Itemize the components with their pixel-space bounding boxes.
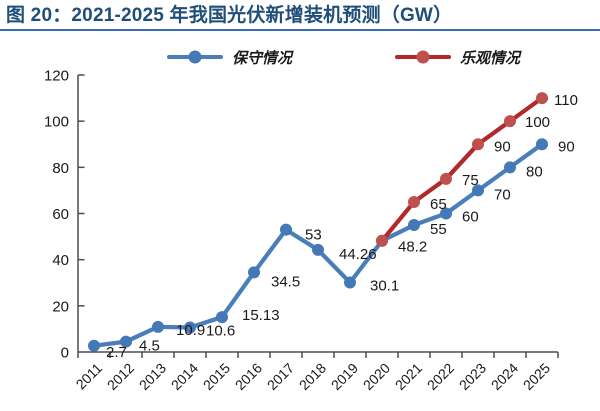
y-tick-label: 60 — [52, 206, 69, 223]
data-label-conservative: 90 — [558, 138, 575, 155]
data-point-optimistic — [504, 115, 516, 128]
figure-header: 图 20：2021-2025 年我国光伏新增装机预测（GW） — [0, 0, 600, 31]
x-tick-label: 2020 — [360, 360, 393, 393]
series-line-optimistic — [379, 95, 545, 243]
data-label-conservative: 53 — [305, 227, 322, 244]
data-point-conservative — [184, 321, 196, 334]
data-point-optimistic — [472, 138, 484, 151]
x-tick-label: 2012 — [104, 360, 137, 393]
data-point-conservative — [216, 311, 228, 324]
data-label-optimistic: 110 — [554, 92, 578, 109]
x-tick-label: 2018 — [296, 360, 329, 393]
chart-area: 0 20 40 60 80 100 120 2011 2012 2013 2014 2015 2016 2… — [0, 31, 600, 411]
x-tick-label: 2015 — [200, 360, 233, 393]
data-point-optimistic — [440, 172, 452, 185]
y-tick-label: 20 — [52, 298, 69, 315]
x-tick-label: 2017 — [264, 360, 297, 393]
data-label-conservative: 60 — [462, 209, 479, 226]
x-tick-label: 2024 — [488, 360, 521, 393]
data-label-optimistic: 75 — [462, 172, 479, 189]
x-tick-label: 2023 — [456, 360, 489, 393]
x-tick-label: 2021 — [392, 360, 425, 393]
line-chart-canvas: 0204060801001202011201220132014201520162… — [44, 68, 578, 394]
x-tick-label: 2019 — [328, 360, 361, 393]
data-label-conservative: 55 — [430, 221, 447, 238]
figure-title: 图 20：2021-2025 年我国光伏新增装机预测（GW） — [6, 5, 453, 26]
data-label-conservative: 2.7 — [106, 344, 127, 361]
data-point-conservative — [472, 184, 484, 197]
data-point-conservative — [120, 335, 132, 348]
data-label-conservative: 15.13 — [242, 307, 280, 324]
x-tick-label: 2022 — [424, 360, 457, 393]
data-point-optimistic — [536, 92, 548, 105]
y-tick-label: 40 — [52, 252, 69, 269]
y-tick-label: 100 — [44, 114, 69, 131]
data-point-conservative — [440, 207, 452, 220]
data-label-conservative: 10.6 — [206, 323, 235, 340]
data-point-conservative — [280, 223, 292, 236]
data-point-conservative — [504, 161, 516, 174]
data-point-conservative — [152, 320, 164, 333]
data-point-optimistic — [408, 195, 420, 208]
data-point-conservative — [536, 138, 548, 151]
data-label-conservative: 10.9 — [176, 322, 205, 339]
data-point-conservative — [248, 266, 260, 279]
data-label-conservative: 70 — [494, 186, 511, 203]
x-tick-label: 2025 — [520, 360, 553, 393]
x-tick-label: 2014 — [168, 360, 201, 393]
data-label-conservative: 30.1 — [370, 278, 399, 295]
x-tick-label: 2011 — [73, 360, 106, 393]
data-point-optimistic — [376, 234, 388, 247]
y-tick-label: 80 — [52, 160, 69, 177]
x-tick-label: 2016 — [232, 360, 265, 393]
data-label-conservative: 48.2 — [398, 239, 427, 256]
data-point-conservative — [88, 339, 100, 352]
data-label-optimistic: 90 — [494, 138, 511, 155]
data-label-conservative: 44.26 — [339, 246, 377, 263]
y-tick-label: 0 — [61, 345, 69, 362]
data-label-optimistic: 65 — [430, 196, 447, 213]
x-tick-label: 2013 — [136, 360, 169, 393]
data-label-conservative: 34.5 — [271, 273, 300, 290]
data-point-conservative — [408, 219, 420, 232]
data-label-conservative: 4.5 — [139, 338, 160, 355]
y-tick-label: 120 — [44, 68, 69, 85]
data-label-conservative: 80 — [526, 163, 543, 180]
data-point-conservative — [312, 243, 324, 256]
data-label-optimistic: 100 — [525, 114, 550, 131]
data-point-conservative — [344, 276, 356, 289]
